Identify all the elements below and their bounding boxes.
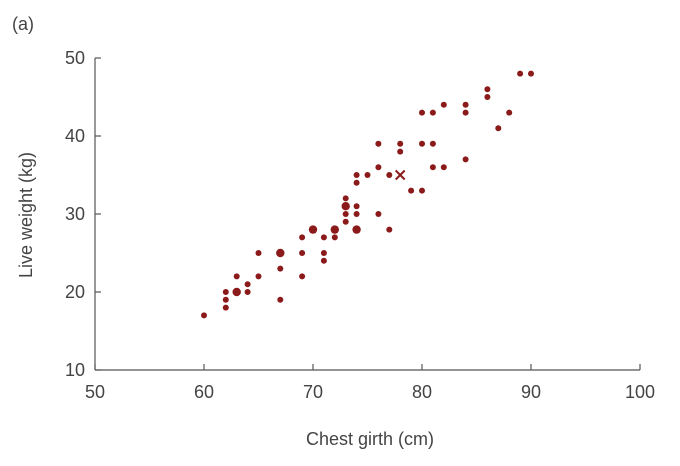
data-points — [201, 70, 534, 319]
data-point — [330, 225, 339, 234]
x-marker — [394, 169, 406, 181]
y-tick-label: 30 — [65, 204, 85, 224]
data-point — [462, 101, 469, 108]
data-point — [397, 140, 404, 147]
data-point — [276, 248, 285, 258]
data-point — [201, 312, 207, 319]
data-point — [506, 109, 513, 116]
panel-label: (a) — [12, 14, 34, 34]
data-point — [341, 202, 350, 211]
data-point — [342, 218, 349, 225]
y-tick-label: 40 — [65, 126, 85, 146]
x-tick-label: 70 — [303, 382, 323, 402]
data-point — [429, 164, 436, 171]
data-point — [375, 164, 382, 171]
data-point — [352, 225, 361, 234]
data-point — [320, 257, 327, 264]
data-point — [419, 140, 425, 147]
data-point — [440, 101, 447, 108]
data-point — [277, 296, 284, 303]
data-point — [277, 265, 284, 272]
x-tick-label: 80 — [412, 382, 432, 402]
data-point — [429, 140, 436, 147]
data-point — [299, 250, 306, 256]
data-point — [299, 234, 306, 241]
data-point — [233, 273, 240, 280]
data-point — [244, 281, 251, 288]
annotations — [394, 169, 406, 181]
data-point — [353, 179, 360, 186]
x-tick-label: 100 — [625, 382, 655, 402]
data-point — [364, 172, 371, 178]
data-point — [386, 172, 393, 178]
data-point — [353, 211, 360, 217]
data-point — [495, 125, 502, 132]
data-point — [419, 187, 425, 194]
x-ticks: 50 60 70 80 90 100 — [85, 364, 655, 402]
data-point — [342, 211, 349, 217]
x-marker-stroke — [394, 169, 406, 181]
data-point — [440, 164, 447, 171]
data-point — [320, 234, 327, 241]
x-tick-label: 50 — [85, 382, 105, 402]
data-point — [397, 148, 404, 155]
data-point — [222, 304, 229, 311]
data-point — [222, 289, 229, 295]
data-point — [462, 156, 469, 163]
x-axis-title: Chest girth (cm) — [306, 429, 434, 449]
y-tick-label: 20 — [65, 282, 85, 302]
x-tick-label: 90 — [521, 382, 541, 402]
data-point — [386, 226, 393, 233]
data-point — [255, 273, 262, 280]
data-point — [375, 140, 382, 147]
data-point — [308, 225, 318, 234]
x-tick-label: 60 — [194, 382, 214, 402]
data-point — [299, 273, 306, 280]
data-point — [331, 234, 338, 241]
data-point — [244, 289, 251, 295]
data-point — [419, 109, 425, 116]
data-point — [232, 287, 241, 297]
data-point — [222, 296, 229, 303]
data-point — [484, 94, 491, 100]
axes — [94, 58, 640, 371]
y-ticks: 10 20 30 40 50 — [65, 48, 101, 380]
y-tick-label: 10 — [65, 360, 85, 380]
data-point — [429, 109, 436, 116]
data-point — [353, 172, 360, 178]
y-tick-label: 50 — [65, 48, 85, 68]
y-axis-title: Live weight (kg) — [16, 152, 36, 278]
data-point — [517, 70, 524, 77]
data-point — [375, 211, 382, 217]
data-point — [484, 86, 491, 93]
data-point — [342, 195, 349, 202]
data-point — [528, 70, 534, 77]
data-point — [408, 187, 415, 194]
data-point — [320, 250, 327, 256]
data-point — [462, 109, 469, 116]
data-point — [255, 250, 262, 256]
data-point — [353, 203, 360, 210]
